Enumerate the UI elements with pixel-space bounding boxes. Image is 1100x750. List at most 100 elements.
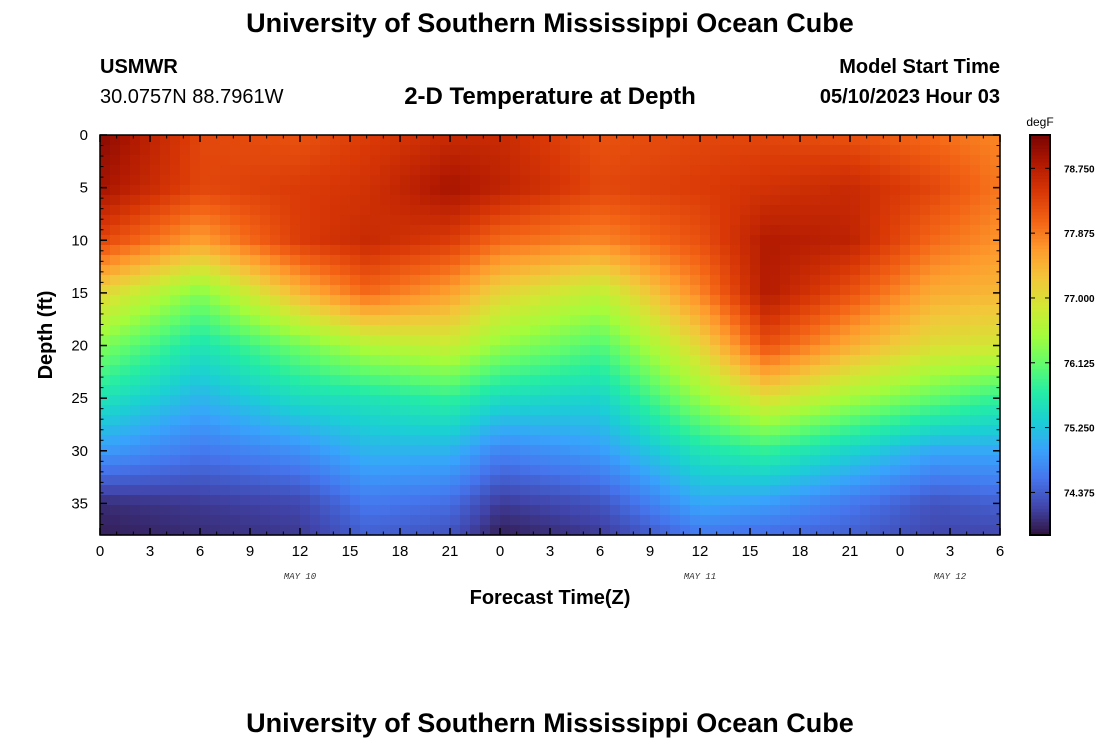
heatmap-cell — [910, 405, 921, 416]
heatmap-cell — [580, 255, 591, 266]
heatmap-cell — [400, 155, 411, 166]
heatmap-cell — [730, 245, 741, 256]
heatmap-cell — [510, 245, 521, 256]
heatmap-cell — [800, 165, 811, 176]
heatmap-cell — [610, 525, 621, 536]
heatmap-cell — [510, 415, 521, 426]
heatmap-cell — [580, 225, 591, 236]
heatmap-cell — [400, 445, 411, 456]
heatmap-cell — [890, 155, 901, 166]
heatmap-cell — [430, 445, 441, 456]
heatmap-cell — [440, 365, 451, 376]
heatmap-cell — [420, 315, 431, 326]
heatmap-cell — [330, 285, 341, 296]
heatmap-cell — [910, 485, 921, 496]
heatmap-cell — [300, 395, 311, 406]
heatmap-cell — [530, 175, 541, 186]
heatmap-cell — [400, 215, 411, 226]
heatmap-cell — [700, 285, 711, 296]
heatmap-cell — [840, 315, 851, 326]
heatmap-cell — [710, 415, 721, 426]
heatmap-cell — [650, 315, 661, 326]
heatmap-cell — [990, 205, 1001, 216]
heatmap-cell — [590, 485, 601, 496]
heatmap-cell — [700, 255, 711, 266]
heatmap-cell — [600, 155, 611, 166]
heatmap-cell — [470, 225, 481, 236]
colorbar-segment — [1030, 411, 1050, 416]
colorbar-segment — [1030, 381, 1050, 386]
heatmap-cell — [480, 265, 491, 276]
heatmap-cell — [680, 355, 691, 366]
colorbar-segment — [1030, 215, 1050, 219]
heatmap-cell — [880, 445, 891, 456]
heatmap-cell — [130, 145, 141, 156]
heatmap-cell — [740, 385, 751, 396]
heatmap-cell — [620, 465, 631, 476]
heatmap-cell — [790, 135, 801, 146]
heatmap-cell — [570, 315, 581, 326]
heatmap-cell — [430, 385, 441, 396]
heatmap-cell — [840, 485, 851, 496]
colorbar-segment — [1030, 138, 1050, 143]
heatmap-cell — [420, 355, 431, 366]
heatmap-cell — [530, 495, 541, 506]
heatmap-cell — [430, 295, 441, 306]
heatmap-cell — [230, 245, 241, 256]
heatmap-cell — [610, 255, 621, 266]
heatmap-cell — [280, 465, 291, 476]
heatmap-cell — [240, 335, 251, 346]
heatmap-cell — [440, 345, 451, 356]
heatmap-cell — [600, 365, 611, 376]
heatmap-cell — [590, 505, 601, 516]
heatmap-cell — [580, 155, 591, 166]
heatmap-cell — [610, 155, 621, 166]
heatmap-cell — [670, 465, 681, 476]
heatmap-cell — [450, 315, 461, 326]
heatmap-cell — [100, 245, 111, 256]
heatmap-cell — [310, 195, 321, 206]
heatmap-cell — [860, 355, 871, 366]
heatmap-cell — [570, 235, 581, 246]
heatmap-cell — [550, 515, 561, 526]
heatmap-cell — [710, 135, 721, 146]
heatmap-cell — [480, 155, 491, 166]
heatmap-cell — [210, 395, 221, 406]
heatmap-cell — [150, 285, 161, 296]
heatmap-cell — [170, 295, 181, 306]
heatmap-cell — [350, 355, 361, 366]
heatmap-cell — [410, 315, 421, 326]
heatmap-cell — [730, 375, 741, 386]
heatmap-cell — [130, 455, 141, 466]
heatmap-cell — [280, 445, 291, 456]
heatmap-cell — [160, 355, 171, 366]
heatmap-cell — [330, 205, 341, 216]
heatmap-cell — [750, 435, 761, 446]
heatmap-cell — [410, 335, 421, 346]
heatmap-cell — [130, 365, 141, 376]
heatmap-cell — [810, 375, 821, 386]
heatmap-cell — [370, 165, 381, 176]
heatmap-cell — [430, 435, 441, 446]
heatmap-cell — [890, 515, 901, 526]
heatmap-cell — [220, 205, 231, 216]
heatmap-cell — [960, 485, 971, 496]
heatmap-cell — [360, 245, 371, 256]
colorbar-segment — [1030, 431, 1050, 436]
heatmap-cell — [880, 155, 891, 166]
heatmap-cell — [930, 135, 941, 146]
heatmap-cell — [610, 185, 621, 196]
heatmap-cell — [700, 395, 711, 406]
heatmap-cell — [190, 305, 201, 316]
heatmap-cell — [800, 195, 811, 206]
heatmap-cell — [920, 185, 931, 196]
heatmap-cell — [500, 405, 511, 416]
heatmap-cell — [160, 485, 171, 496]
heatmap-cell — [300, 465, 311, 476]
heatmap-cell — [230, 525, 241, 536]
heatmap-cell — [840, 335, 851, 346]
heatmap-cell — [550, 335, 561, 346]
heatmap-cell — [490, 315, 501, 326]
heatmap-cell — [830, 295, 841, 306]
heatmap-cell — [460, 445, 471, 456]
